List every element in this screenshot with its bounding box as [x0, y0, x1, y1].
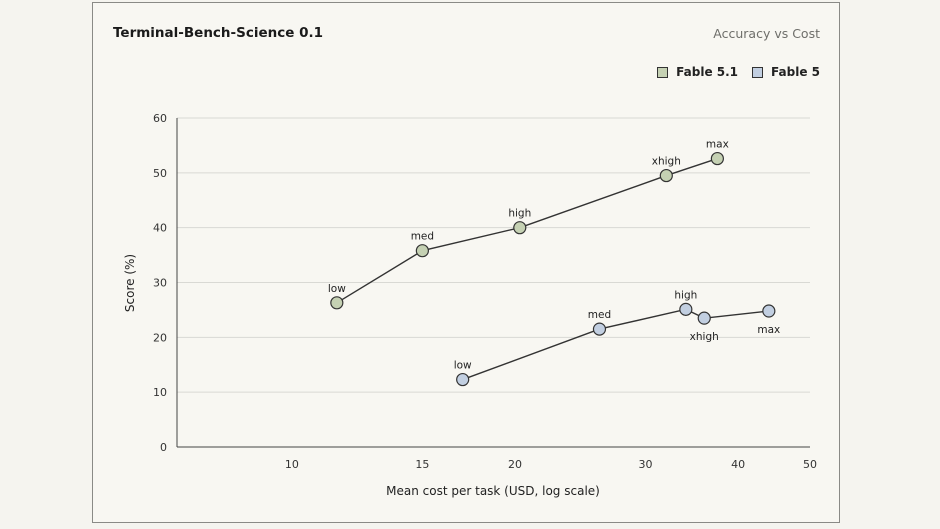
x-tick-label: 10: [285, 458, 299, 471]
legend-label-fable-5-1: Fable 5.1: [676, 65, 739, 79]
y-tick-label: 0: [160, 441, 167, 454]
data-label: low: [328, 283, 346, 295]
data-point: [513, 221, 527, 235]
series-line-0: [336, 157, 718, 304]
data-label: xhigh: [652, 156, 681, 168]
y-tick-label: 40: [153, 222, 167, 235]
data-label: xhigh: [690, 331, 719, 343]
x-tick-label: 30: [639, 458, 653, 471]
y-tick-label: 50: [153, 167, 167, 180]
data-point: [679, 302, 693, 316]
x-axis-title: Mean cost per task (USD, log scale): [386, 484, 600, 498]
x-tick-label: 50: [803, 458, 817, 471]
axis-layer: 0 10 20 30 40 50 60 10 15 20 30 40 50: [153, 112, 817, 471]
data-label: low: [454, 360, 472, 372]
data-label: high: [508, 208, 531, 220]
data-label: max: [757, 324, 780, 336]
x-tick-label: 15: [415, 458, 429, 471]
data-point: [697, 311, 711, 325]
y-tick-label: 30: [153, 277, 167, 290]
legend-item-fable-5: Fable 5: [752, 65, 820, 79]
chart-subtitle: Accuracy vs Cost: [713, 26, 820, 41]
data-label: max: [706, 139, 729, 151]
data-point: [659, 168, 673, 183]
legend-swatch-fable-5-1: [657, 66, 669, 78]
chart-card: Terminal-Bench-Science 0.1 Accuracy vs C…: [92, 2, 840, 523]
data-label: high: [674, 289, 697, 301]
data-point: [710, 151, 724, 166]
y-tick-label: 60: [153, 112, 167, 125]
grid-layer: [177, 117, 810, 448]
x-tick-label: 20: [508, 458, 522, 471]
series-layer: low med high xhigh max low med high xhigh max: [328, 139, 780, 387]
x-tick-label: 40: [731, 458, 745, 471]
data-point: [415, 244, 429, 258]
y-tick-label: 20: [153, 331, 167, 344]
y-tick-label: 10: [153, 386, 167, 399]
chart-title: Terminal-Bench-Science 0.1: [113, 25, 324, 41]
chart-legend: Fable 5.1 Fable 5: [657, 65, 820, 79]
data-label: med: [588, 309, 611, 321]
legend-item-fable-5-1: Fable 5.1: [657, 65, 738, 79]
data-point: [762, 304, 776, 318]
data-point: [456, 372, 470, 387]
data-label: med: [411, 231, 434, 243]
data-point: [330, 296, 344, 310]
y-axis-title: Score (%): [123, 254, 137, 312]
legend-label-fable-5: Fable 5: [771, 65, 820, 79]
series-line-1: [462, 308, 769, 381]
legend-swatch-fable-5: [752, 66, 764, 78]
data-point: [592, 322, 607, 336]
